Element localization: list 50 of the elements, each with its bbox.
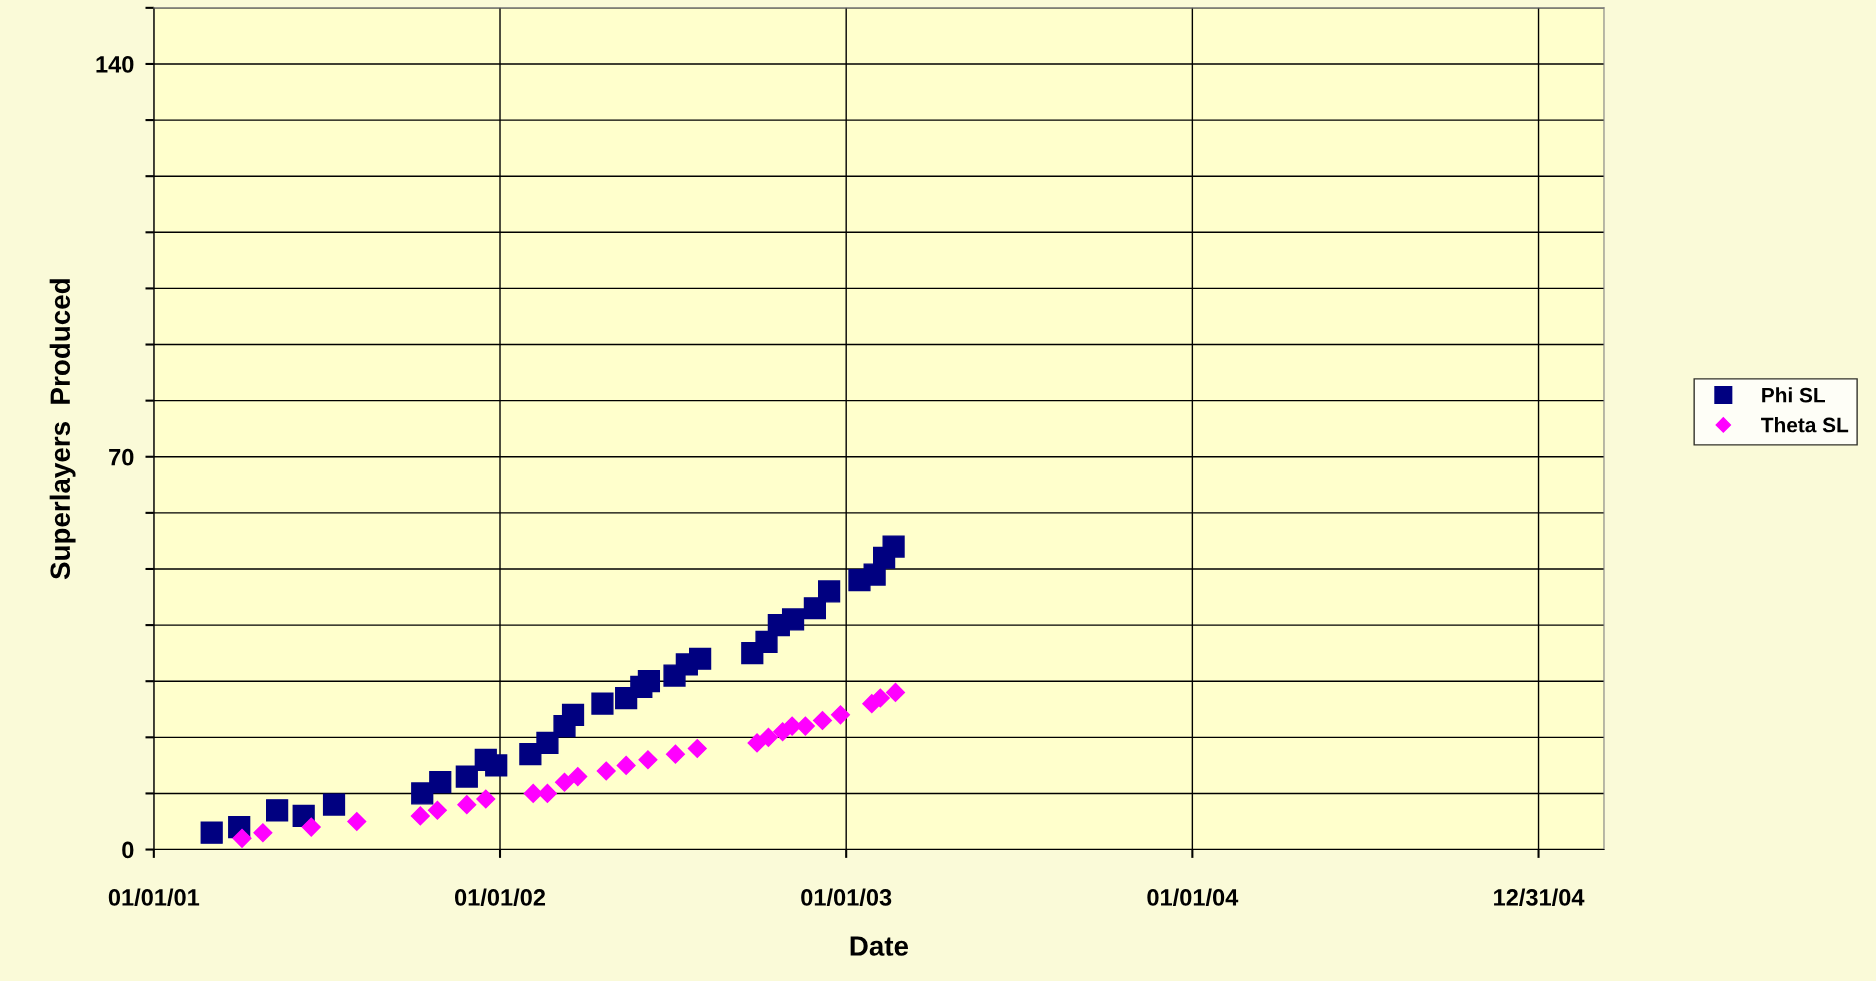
point [301,817,321,837]
y-tick-label: 70 [109,448,134,466]
point [885,682,906,702]
x-tick-label: 01/01/02 [454,888,546,907]
point [665,744,686,764]
x-tick-label: 12/31/04 [1494,888,1585,907]
point [429,771,452,794]
point [637,670,661,693]
legend-label: Phi SL [1762,387,1825,403]
point [568,767,588,787]
point [485,754,508,777]
point [781,608,805,631]
y-tick-label: 140 [96,56,134,73]
point [476,789,496,809]
point [200,821,223,844]
point [266,799,289,822]
point [882,535,905,558]
x-tick-label: 01/01/03 [801,888,892,907]
x-axis-title: Date [850,936,909,956]
x-tick-label: 01/01/04 [1147,888,1239,907]
point [818,580,841,603]
point [253,823,273,843]
point [591,692,614,715]
point [616,755,636,775]
point [347,811,367,832]
point [687,739,707,759]
point [638,750,658,770]
point [561,703,585,726]
point [455,765,478,788]
legend-label: Theta SL [1761,417,1849,433]
point [596,761,616,781]
point [536,731,559,755]
point [537,783,557,803]
point [795,716,815,736]
point [689,647,712,670]
point [523,783,543,803]
point [411,782,434,805]
x-tick-label: 01/01/01 [108,888,200,907]
point [870,688,890,708]
point [410,806,430,826]
point [322,793,346,816]
point [830,705,851,725]
point [232,828,252,848]
y-tick-label: 0 [122,841,134,859]
point [554,772,575,792]
y-axis-title: Superlayers Produced [49,279,76,580]
point [457,795,477,815]
point [758,727,778,747]
point [427,800,447,820]
point [812,710,833,731]
